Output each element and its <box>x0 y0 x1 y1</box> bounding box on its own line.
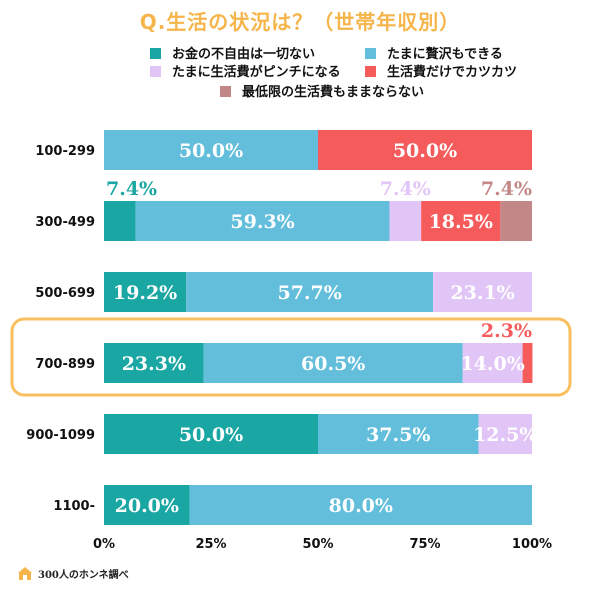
house-book-icon <box>18 566 32 580</box>
bar-segment <box>189 485 532 525</box>
footer: 300人のホンネ調べ <box>18 566 129 581</box>
legend-swatch-1 <box>365 48 376 59</box>
legend-label-0: お金の不自由は一切ない <box>172 46 315 62</box>
highlight-box <box>10 317 572 397</box>
bar-segment <box>104 272 187 312</box>
category-label: 700-899 <box>35 357 95 372</box>
category-label: 100-299 <box>35 144 95 159</box>
legend-swatch-0 <box>150 48 161 59</box>
x-tick-label: 25% <box>195 537 226 552</box>
legend-label-4: 最低限の生活費もままならない <box>242 84 424 100</box>
bars <box>104 130 533 525</box>
bar-segment <box>104 343 204 383</box>
data-label: 60.5% <box>301 353 365 375</box>
category-label: 1100- <box>53 499 95 514</box>
data-label: 80.0% <box>329 495 393 517</box>
x-tick-label: 75% <box>409 537 440 552</box>
data-label: 50.0% <box>179 424 243 446</box>
data-label: 7.4% <box>106 178 157 200</box>
data-label: 20.0% <box>115 495 179 517</box>
data-labels: 50.0% 50.0% 7.4% 59.3% 7.4% 18.5% 7.4% 19.2% 57.… <box>106 140 537 517</box>
bar-segment <box>135 201 390 241</box>
legend-swatch-4 <box>220 86 231 97</box>
bar-segment <box>421 201 501 241</box>
x-tick-label: 0% <box>93 537 115 552</box>
data-label: 14.0% <box>460 353 524 375</box>
bar-segment <box>104 201 136 241</box>
bar-segment <box>462 343 523 383</box>
data-label: 7.4% <box>481 178 532 200</box>
x-tick-labels: 0% 25% 50% 75% 100% <box>93 537 552 552</box>
data-label: 57.7% <box>277 282 341 304</box>
bar-segment <box>433 272 532 312</box>
x-tick-label: 100% <box>512 537 552 552</box>
bar-segment <box>318 414 479 454</box>
data-label: 19.2% <box>113 282 177 304</box>
bar-segment <box>478 414 532 454</box>
bar-segment <box>104 414 318 454</box>
legend-swatch-2 <box>150 66 161 77</box>
data-label: 18.5% <box>429 211 493 233</box>
category-label: 500-699 <box>35 286 95 301</box>
category-labels: 100-299 300-499 500-699 700-899 900-1099 1100… <box>26 144 95 514</box>
bar-segment <box>104 485 190 525</box>
legend-label-3: 生活費だけでカツカツ <box>387 64 517 80</box>
bar-segment <box>186 272 434 312</box>
bar-segment <box>203 343 463 383</box>
data-label: 50.0% <box>179 140 243 162</box>
legend-label-2: たまに生活費がピンチになる <box>172 64 341 80</box>
category-label: 300-499 <box>35 215 95 230</box>
bar-segment <box>318 130 532 170</box>
category-label: 900-1099 <box>26 428 95 443</box>
data-label: 37.5% <box>366 424 430 446</box>
data-label: 59.3% <box>230 211 294 233</box>
data-label: 50.0% <box>393 140 457 162</box>
legend-label-1: たまに贅沢もできる <box>387 46 503 62</box>
bar-segment <box>389 201 422 241</box>
legend-swatch-3 <box>365 66 376 77</box>
x-tick-label: 50% <box>302 537 333 552</box>
data-label: 2.3% <box>481 320 532 342</box>
data-label: 23.3% <box>122 353 186 375</box>
data-label: 23.1% <box>450 282 514 304</box>
bar-segment <box>522 343 533 383</box>
data-label: 7.4% <box>380 178 431 200</box>
bar-segment <box>104 130 318 170</box>
bar-segment <box>500 201 532 241</box>
data-label: 12.5% <box>473 424 537 446</box>
highlight-frame <box>10 317 572 397</box>
chart-title: Q.生活の状況は？（世帯年収別） <box>139 10 461 34</box>
source-label: 300人のホンネ調べ <box>38 570 129 581</box>
